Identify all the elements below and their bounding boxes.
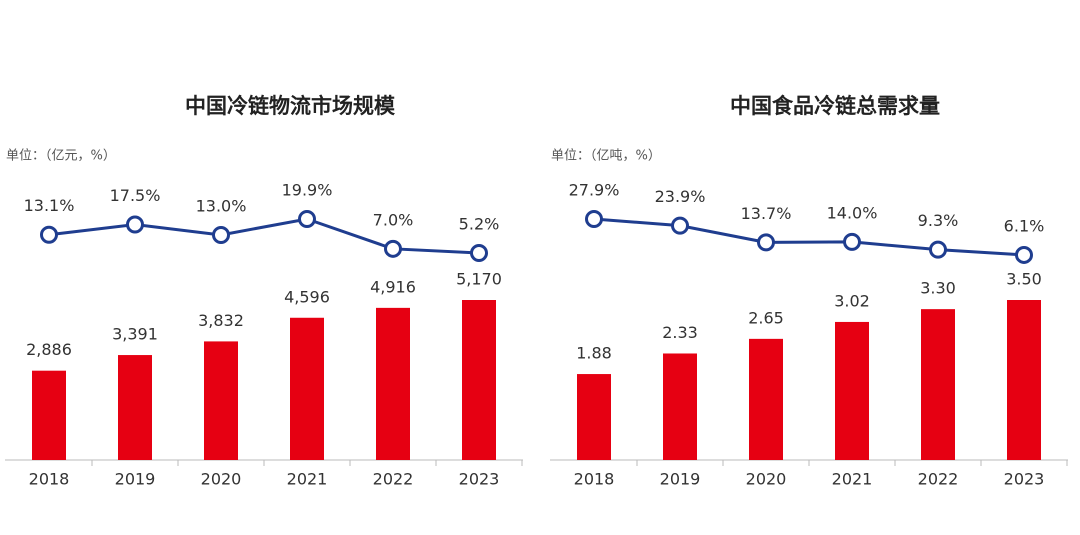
bar xyxy=(118,355,152,460)
x-tick-label: 2021 xyxy=(287,470,328,489)
bar-value-label: 3,391 xyxy=(112,325,158,344)
x-tick-label: 2018 xyxy=(574,470,615,489)
bar xyxy=(835,321,869,460)
bar xyxy=(462,300,496,460)
growth-label: 19.9% xyxy=(282,181,333,200)
chart-title: 中国冷链物流市场规模 xyxy=(185,94,396,118)
bar-value-label: 2,886 xyxy=(26,340,72,359)
growth-point xyxy=(384,239,402,258)
x-tick-label: 2021 xyxy=(832,470,873,489)
growth-label: 9.3% xyxy=(918,211,959,230)
growth-label: 13.7% xyxy=(741,204,792,223)
unit-label: 单位：（亿元，%） xyxy=(6,149,116,164)
growth-point xyxy=(470,243,488,262)
growth-label: 7.0% xyxy=(373,210,414,229)
growth-point xyxy=(126,215,144,234)
bar xyxy=(204,341,238,460)
growth-point xyxy=(1015,245,1033,264)
growth-label: 13.0% xyxy=(196,196,247,215)
growth-line xyxy=(593,217,1025,257)
bar-value-label: 4,916 xyxy=(370,277,416,296)
growth-point xyxy=(585,210,603,228)
growth-point xyxy=(843,232,861,251)
growth-label: 13.1% xyxy=(24,196,75,215)
growth-label: 27.9% xyxy=(569,181,620,200)
bar-value-label: 1.88 xyxy=(576,344,612,363)
bar-value-label: 3.50 xyxy=(1006,270,1042,289)
bar xyxy=(1007,300,1041,460)
x-tick-label: 2019 xyxy=(660,470,701,489)
bar xyxy=(749,338,783,460)
bar-value-label: 2.33 xyxy=(662,323,698,342)
bar-value-label: 4,596 xyxy=(284,287,330,306)
chart-title: 中国食品冷链总需求量 xyxy=(730,94,940,118)
x-tick-label: 2022 xyxy=(918,470,959,489)
bar-value-label: 3,832 xyxy=(198,311,244,330)
x-tick-label: 2020 xyxy=(746,470,787,489)
bar xyxy=(921,309,955,460)
unit-label: 单位：（亿吨，%） xyxy=(551,149,661,164)
growth-point xyxy=(929,240,947,259)
x-tick-label: 2023 xyxy=(459,470,500,489)
bar-value-label: 3.30 xyxy=(920,279,956,298)
bar xyxy=(290,317,324,460)
growth-point xyxy=(40,225,58,244)
bar xyxy=(376,307,410,460)
x-tick-label: 2018 xyxy=(29,470,70,489)
bar xyxy=(663,353,697,460)
growth-label: 5.2% xyxy=(459,214,500,233)
growth-point xyxy=(757,233,775,252)
growth-point xyxy=(671,216,689,235)
growth-label: 6.1% xyxy=(1004,216,1045,235)
x-tick-label: 2023 xyxy=(1004,470,1045,489)
bar xyxy=(577,374,611,460)
growth-line xyxy=(48,217,480,255)
x-tick-label: 2019 xyxy=(115,470,156,489)
bar-value-label: 5,170 xyxy=(456,270,502,289)
growth-label: 14.0% xyxy=(827,203,878,222)
bar-value-label: 3.02 xyxy=(834,291,870,310)
growth-point xyxy=(298,210,316,228)
bar-value-label: 2.65 xyxy=(748,308,784,327)
bar xyxy=(32,370,66,460)
growth-label: 23.9% xyxy=(655,187,706,206)
x-tick-label: 2020 xyxy=(201,470,242,489)
x-tick-label: 2022 xyxy=(373,470,414,489)
growth-label: 17.5% xyxy=(110,186,161,205)
growth-point xyxy=(212,225,230,244)
